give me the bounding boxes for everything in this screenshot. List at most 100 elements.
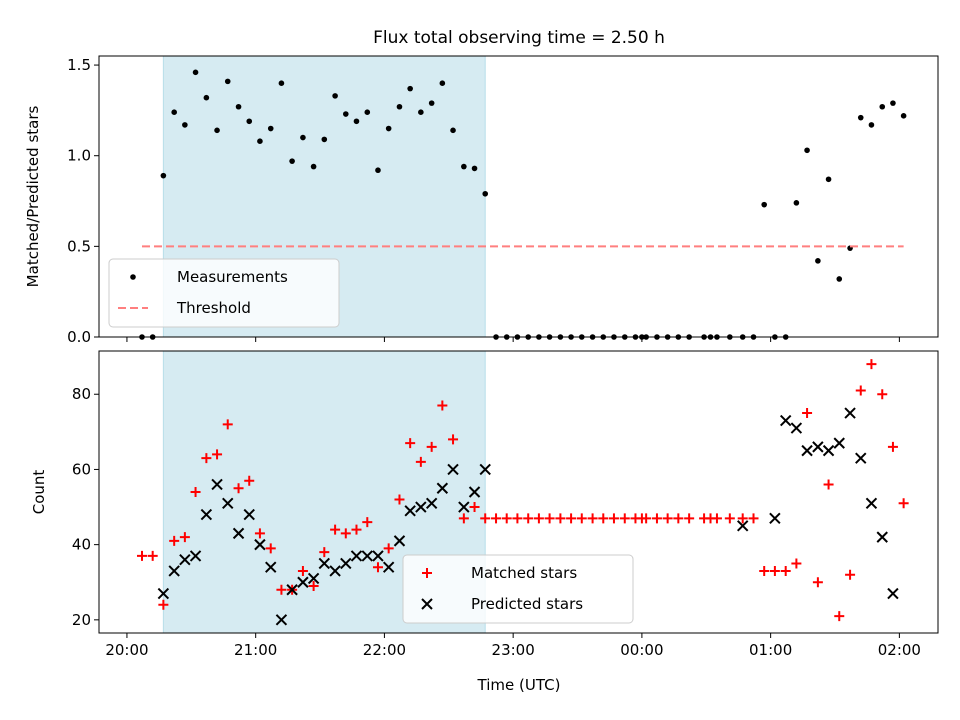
matched-stars-point	[136, 550, 147, 561]
top-y-axis-label: Matched/Predicted stars	[24, 106, 42, 288]
matched-stars-point	[533, 513, 544, 524]
predicted-stars-point	[179, 553, 191, 566]
predicted-stars-point	[769, 512, 781, 525]
legend-label: Threshold	[176, 299, 251, 317]
measurement-point	[418, 109, 424, 115]
predicted-stars-point	[286, 584, 298, 596]
x-tick-label: 23:00	[492, 641, 535, 659]
y-tick-label: 0.5	[67, 237, 91, 255]
measurement-point	[246, 118, 253, 125]
measurement-point	[321, 136, 328, 143]
predicted-stars-point	[404, 505, 416, 517]
measurement-point	[375, 167, 381, 174]
predicted-stars-point	[822, 444, 835, 457]
predicted-stars-point	[297, 576, 309, 588]
predicted-stars-point	[736, 520, 749, 532]
y-tick-label: 1.0	[67, 147, 91, 165]
legend-label: Matched stars	[471, 564, 577, 582]
legend-label: Measurements	[177, 268, 288, 286]
measurement-point	[182, 122, 188, 128]
matched-stars-point	[244, 475, 255, 486]
matched-stars-point	[158, 599, 169, 610]
matched-stars-point	[394, 494, 405, 505]
x-axis-label: Time (UTC)	[477, 676, 561, 694]
predicted-stars-point	[458, 501, 470, 513]
matched-stars-point	[426, 441, 437, 452]
matched-stars-point	[662, 513, 673, 524]
predicted-stars-point	[436, 482, 449, 494]
matched-stars-point	[480, 513, 491, 524]
predicted-stars-point	[265, 561, 277, 573]
matched-stars-point	[340, 528, 351, 539]
matched-stars-point	[458, 513, 469, 524]
predicted-stars-point	[393, 535, 406, 547]
x-tick-label: 00:00	[620, 641, 663, 659]
matched-stars-point	[512, 513, 523, 524]
measurement-point	[214, 127, 220, 134]
top-axis-ticks: 0.0 0.5 1.0 1.5	[67, 56, 900, 346]
predicted-stars-point	[157, 587, 170, 600]
matched-stars-point	[555, 513, 566, 524]
measurement-point	[364, 109, 371, 115]
matched-stars-point	[898, 498, 909, 509]
measurement-point	[192, 69, 199, 76]
predicted-stars-point	[479, 463, 491, 476]
measurement-point	[450, 127, 456, 134]
measurement-point	[471, 165, 478, 172]
matched-stars-point	[233, 483, 244, 494]
matched-stars-point	[383, 543, 394, 554]
matched-stars-point	[319, 547, 330, 558]
legend-box	[108, 258, 340, 328]
matched-stars-point	[834, 611, 845, 622]
predicted-stars-point	[361, 550, 374, 562]
y-tick-label: 80	[72, 385, 91, 403]
matched-stars-point	[265, 543, 276, 554]
matched-stars-point	[748, 513, 759, 524]
matched-stars-point	[641, 513, 652, 524]
predicted-stars-point	[168, 565, 180, 577]
bottom-legend: Matched stars Predicted stars	[402, 554, 634, 624]
y-tick-label: 0.0	[67, 328, 91, 346]
bottom-y-axis-label: Count	[30, 470, 48, 515]
x-tick-label: 01:00	[749, 641, 792, 659]
measurement-point	[353, 118, 360, 125]
measurement-point	[310, 163, 317, 170]
predicted-stars-point	[447, 463, 459, 476]
matched-stars-point	[866, 359, 877, 370]
legend-x-marker	[421, 598, 433, 610]
predicted-stars-point	[189, 550, 202, 562]
predicted-stars-point	[415, 501, 427, 513]
top-legend: Measurements Threshold	[108, 258, 340, 328]
legend-plus-marker	[422, 568, 432, 578]
predicted-stars-point	[468, 486, 481, 498]
matched-stars-point	[780, 565, 791, 576]
x-tick-label: 21:00	[234, 641, 277, 659]
matched-stars-point	[179, 532, 190, 543]
measurement-point	[235, 103, 242, 110]
predicted-stars-point	[254, 538, 266, 551]
measurement-point	[793, 200, 800, 206]
matched-stars-point	[308, 581, 319, 591]
measurement-point	[461, 163, 467, 170]
count-series	[136, 359, 909, 626]
matched-stars-point	[673, 513, 684, 524]
measurement-point	[300, 134, 306, 141]
matched-stars-point	[576, 513, 587, 524]
measurement-point	[825, 176, 832, 183]
matched-stars-point	[887, 441, 898, 452]
matched-stars-point	[276, 584, 287, 595]
matched-stars-point	[297, 565, 308, 576]
x-tick-label: 02:00	[878, 641, 921, 659]
predicted-stars-point	[844, 407, 856, 419]
predicted-stars-point	[350, 550, 363, 562]
measurement-point	[868, 122, 875, 128]
predicted-stars-point	[865, 497, 878, 509]
matched-stars-point	[587, 513, 598, 524]
matched-stars-point	[501, 513, 512, 524]
measurement-point	[890, 100, 896, 106]
matched-stars-point	[598, 513, 609, 524]
predicted-stars-point	[855, 452, 867, 464]
predicted-stars-point	[340, 557, 352, 570]
measurement-point	[332, 93, 338, 99]
predicted-stars-point	[887, 587, 899, 600]
